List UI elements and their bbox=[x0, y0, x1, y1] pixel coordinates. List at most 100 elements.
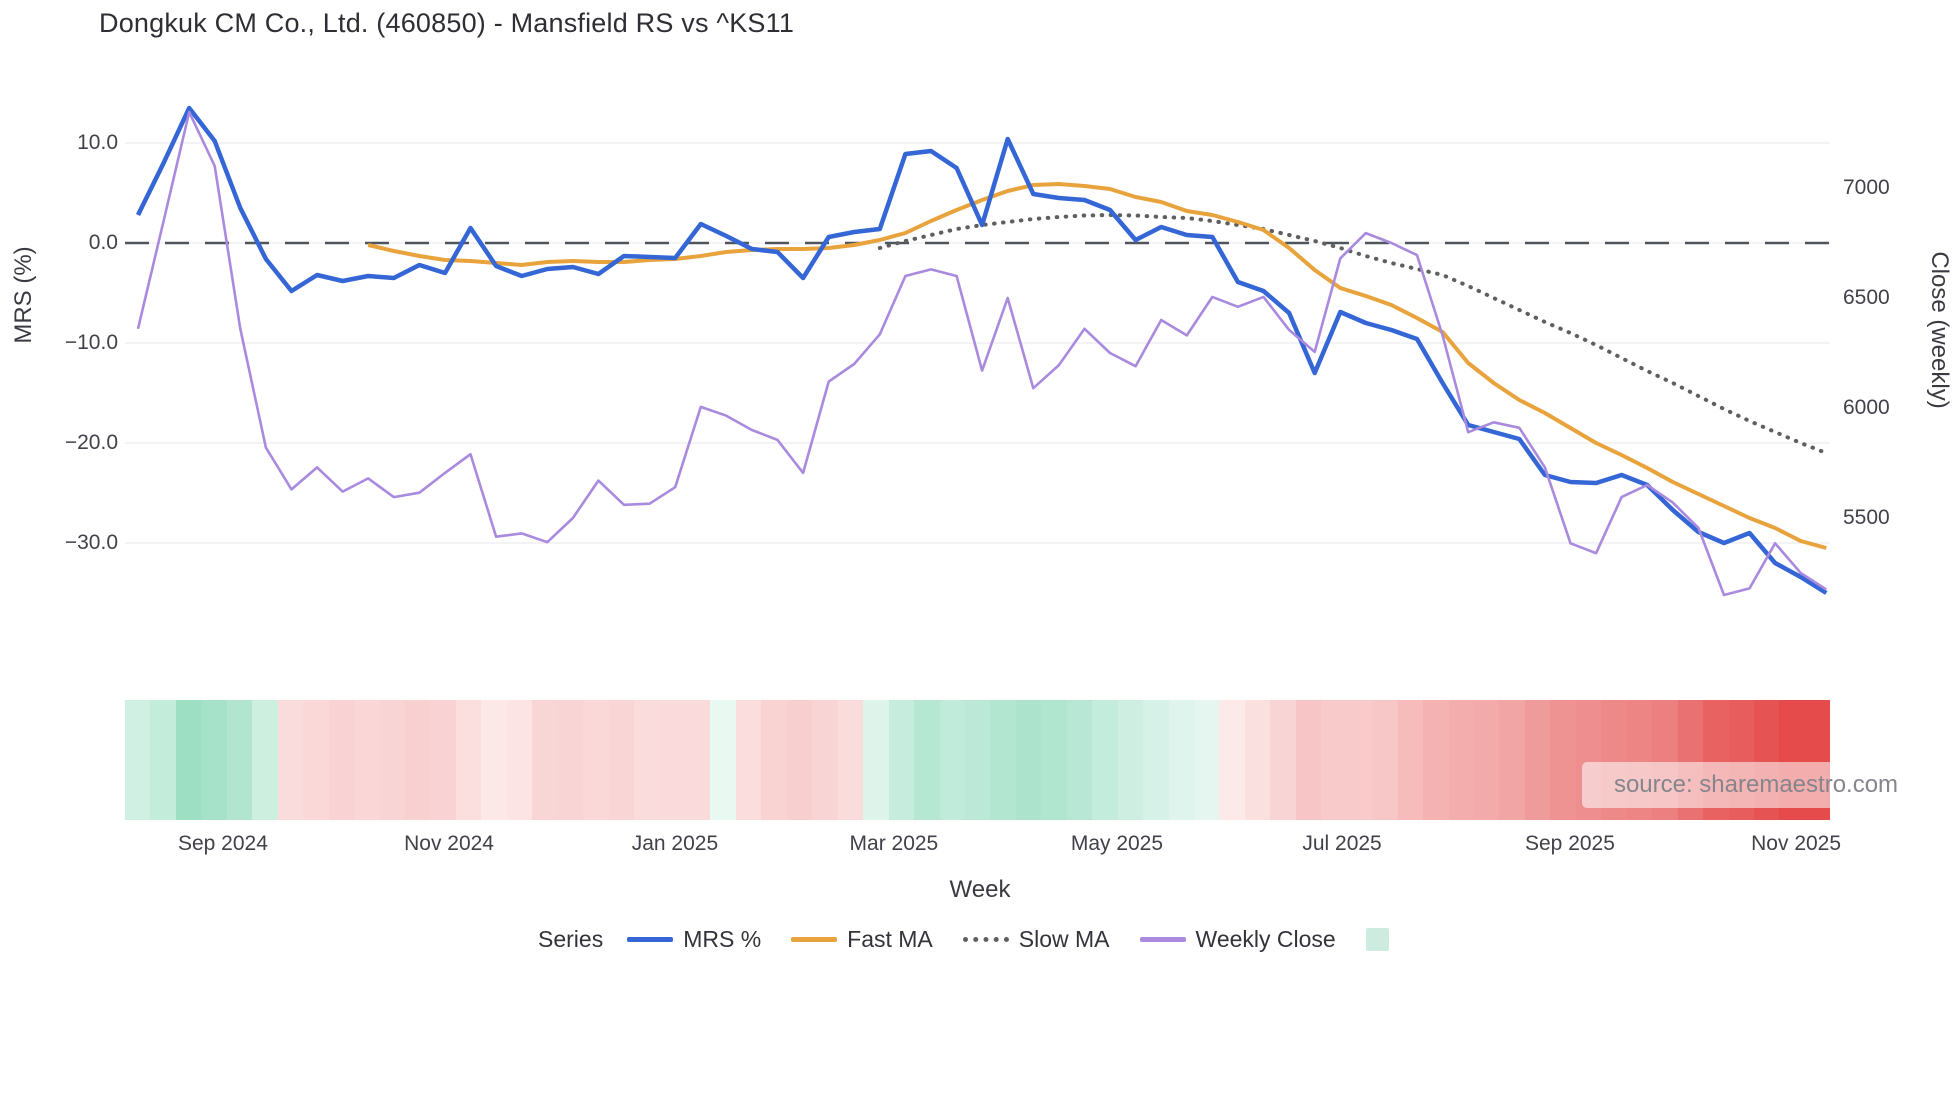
mrs--line bbox=[135, 105, 1828, 595]
heatmap-cell bbox=[1524, 700, 1551, 820]
heatmap-cell bbox=[125, 700, 151, 820]
legend-item-weekly-close: Weekly Close bbox=[1139, 925, 1336, 953]
heatmap-cell bbox=[1321, 700, 1347, 820]
heatmap-cell bbox=[837, 700, 864, 820]
heatmap-cell bbox=[328, 700, 355, 820]
legend-item-slow-ma: Slow MA bbox=[962, 925, 1110, 953]
legend-title: Series bbox=[538, 925, 604, 952]
heatmap-cell bbox=[710, 700, 736, 820]
heatmap-cell bbox=[557, 700, 584, 820]
heatmap-cell bbox=[1168, 700, 1195, 820]
heatmap-cell bbox=[1499, 700, 1525, 820]
x-tick-label: Sep 2024 bbox=[177, 832, 268, 855]
heatmap-cell bbox=[1295, 700, 1322, 820]
heatmap-cell bbox=[532, 700, 558, 820]
heatmap-strip bbox=[125, 700, 1831, 820]
x-tick-label: Nov 2025 bbox=[1751, 832, 1842, 855]
heatmap-cell bbox=[888, 700, 915, 820]
legend-label: Weekly Close bbox=[1195, 925, 1336, 952]
left-tick-label: 10.0 bbox=[77, 131, 118, 154]
x-tick-label: May 2025 bbox=[1070, 832, 1164, 855]
heatmap-cell bbox=[354, 700, 380, 820]
legend-swatch bbox=[1365, 927, 1389, 951]
heatmap-cell bbox=[1372, 700, 1398, 820]
weekly-close-line bbox=[136, 110, 1828, 597]
fast-ma-line bbox=[367, 182, 1827, 550]
x-tick-label: Nov 2024 bbox=[404, 832, 494, 855]
legend-swatch bbox=[791, 936, 838, 942]
left-axis-title: MRS (%) bbox=[10, 246, 37, 344]
legend-label: Fast MA bbox=[847, 925, 933, 952]
heatmap-cell bbox=[812, 700, 838, 820]
heatmap-cell bbox=[1397, 700, 1424, 820]
right-tick-label: 5500 bbox=[1843, 506, 1890, 529]
heatmap-cell bbox=[277, 700, 304, 820]
x-tick-label: Mar 2025 bbox=[849, 832, 939, 855]
heatmap-cell bbox=[150, 700, 176, 820]
heatmap-cell bbox=[786, 700, 813, 820]
heatmap-cell bbox=[1448, 700, 1475, 820]
heatmap-cell bbox=[964, 700, 991, 820]
heatmap-cell bbox=[863, 700, 889, 820]
legend-label: MRS % bbox=[683, 925, 762, 952]
x-tick-label: Sep 2025 bbox=[1524, 832, 1615, 855]
left-tick-label: 0.0 bbox=[88, 231, 118, 254]
heatmap-cell bbox=[1015, 700, 1042, 820]
right-tick-label: 6500 bbox=[1843, 286, 1890, 309]
heatmap-cell bbox=[1270, 700, 1296, 820]
heatmap-cell bbox=[659, 700, 685, 820]
heatmap-cell bbox=[939, 700, 965, 820]
heatmap-cell bbox=[379, 700, 405, 820]
heatmap-cell bbox=[608, 700, 635, 820]
heatmap-cell bbox=[430, 700, 456, 820]
left-tick-label: −10.0 bbox=[64, 331, 118, 354]
heatmap-cell bbox=[1550, 700, 1576, 820]
legend-swatch bbox=[627, 936, 674, 942]
heatmap-cell bbox=[201, 700, 227, 820]
heatmap-cell bbox=[914, 700, 940, 820]
heatmap-cell bbox=[990, 700, 1016, 820]
heatmap-cell bbox=[481, 700, 507, 820]
legend-swatch bbox=[1139, 936, 1186, 942]
legend-label: Slow MA bbox=[1018, 925, 1110, 952]
x-tick-label: Jan 2025 bbox=[631, 832, 719, 855]
heatmap-cell bbox=[303, 700, 329, 820]
legend-item-heatmap bbox=[1365, 927, 1389, 951]
heatmap-cell bbox=[175, 700, 202, 820]
heatmap-cell bbox=[404, 700, 431, 820]
heatmap-cell bbox=[1143, 700, 1169, 820]
source-annotation: source: sharemaestro.com bbox=[1582, 762, 1930, 808]
heatmap-cell bbox=[252, 700, 278, 820]
x-tick-label: Jul 2025 bbox=[1302, 832, 1382, 855]
heatmap-cell bbox=[1092, 700, 1118, 820]
legend-item-fast-ma: Fast MA bbox=[791, 926, 933, 953]
heatmap-cell bbox=[1219, 700, 1245, 820]
page-title: Dongkuk CM Co., Ltd. (460850) - Mansfiel… bbox=[99, 8, 795, 38]
right-axis-title: Close (weekly) bbox=[1926, 251, 1953, 409]
heatmap-cell bbox=[1066, 700, 1093, 820]
heatmap-cell bbox=[1346, 700, 1373, 820]
heatmap-cell bbox=[1041, 700, 1067, 820]
slow-ma-line bbox=[877, 213, 1829, 455]
heatmap-cell bbox=[735, 700, 762, 820]
heatmap-cell bbox=[1194, 700, 1220, 820]
x-axis-title: Week bbox=[949, 876, 1011, 903]
heatmap-cell bbox=[684, 700, 711, 820]
heatmap-cell bbox=[506, 700, 533, 820]
heatmap-cell bbox=[583, 700, 609, 820]
legend-item-mrs-: MRS % bbox=[627, 926, 761, 953]
legend-swatch bbox=[962, 936, 1009, 942]
right-tick-label: 7000 bbox=[1843, 176, 1890, 199]
right-tick-label: 6000 bbox=[1843, 396, 1890, 419]
left-tick-label: −30.0 bbox=[64, 531, 118, 554]
heatmap-cell bbox=[455, 700, 482, 820]
heatmap-cell bbox=[1244, 700, 1271, 820]
left-tick-label: −20.0 bbox=[64, 431, 118, 454]
heatmap-cell bbox=[1474, 700, 1500, 820]
heatmap-cell bbox=[634, 700, 660, 820]
heatmap-cell bbox=[1423, 700, 1449, 820]
heatmap-cell bbox=[226, 700, 253, 820]
heatmap-cell bbox=[1117, 700, 1144, 820]
